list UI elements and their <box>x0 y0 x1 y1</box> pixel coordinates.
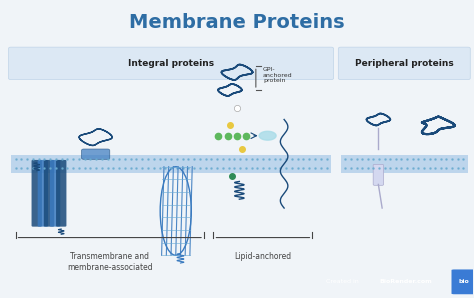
FancyBboxPatch shape <box>50 160 60 227</box>
Polygon shape <box>259 131 276 140</box>
Text: Membrane Proteins: Membrane Proteins <box>129 13 345 32</box>
FancyBboxPatch shape <box>338 47 470 80</box>
Text: GPI-
anchored
protein: GPI- anchored protein <box>263 67 292 83</box>
FancyBboxPatch shape <box>82 149 110 159</box>
Bar <box>11 155 331 173</box>
FancyBboxPatch shape <box>56 160 66 227</box>
FancyBboxPatch shape <box>32 160 42 227</box>
Text: Peripheral proteins: Peripheral proteins <box>355 59 454 68</box>
Bar <box>341 155 468 173</box>
FancyBboxPatch shape <box>44 160 54 227</box>
FancyBboxPatch shape <box>373 164 383 185</box>
Text: Integral proteins: Integral proteins <box>128 59 214 68</box>
Text: Lipid-anchored: Lipid-anchored <box>234 252 292 261</box>
FancyBboxPatch shape <box>9 47 334 80</box>
FancyBboxPatch shape <box>37 160 48 227</box>
Text: Transmembrane and
membrane-associated: Transmembrane and membrane-associated <box>67 252 153 272</box>
